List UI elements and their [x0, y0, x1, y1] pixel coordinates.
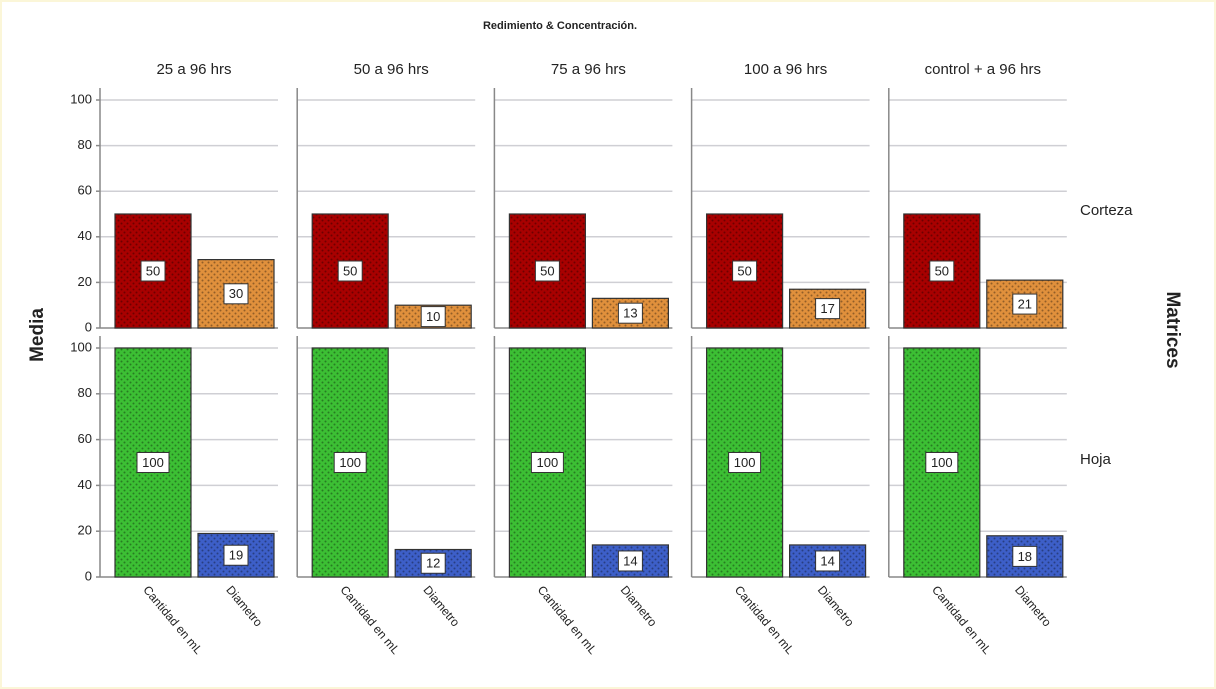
- column-title: 100 a 96 hrs: [744, 61, 827, 78]
- chart-title: Redimiento & Concentración.: [483, 20, 637, 32]
- value-label: 14: [623, 553, 637, 568]
- value-label: 30: [229, 286, 243, 301]
- column-title: 75 a 96 hrs: [551, 61, 626, 78]
- value-label-box: [333, 452, 367, 473]
- value-label-box: [223, 544, 249, 566]
- column-title: 50 a 96 hrs: [354, 61, 429, 78]
- value-label-box: [929, 260, 955, 282]
- value-label: 50: [540, 263, 554, 278]
- column-title: 25 a 96 hrs: [156, 61, 231, 78]
- value-label-box: [136, 452, 170, 473]
- row-label: Corteza: [1080, 202, 1133, 219]
- y-tick-label: 80: [78, 137, 92, 152]
- value-label: 50: [935, 263, 949, 278]
- value-label-box: [420, 552, 446, 574]
- value-label: 21: [1018, 296, 1032, 311]
- y-tick-label: 40: [78, 228, 92, 243]
- value-label-box: [815, 298, 841, 320]
- value-label: 50: [146, 263, 160, 278]
- value-label: 50: [343, 263, 357, 278]
- value-label: 17: [820, 301, 834, 316]
- y-tick-label: 0: [85, 319, 92, 334]
- value-label-box: [420, 306, 446, 328]
- value-label-box: [530, 452, 564, 473]
- value-label: 12: [426, 556, 440, 571]
- y-tick-label: 20: [78, 274, 92, 289]
- y-tick-label: 20: [78, 523, 92, 538]
- value-label: 13: [623, 306, 637, 321]
- value-label: 18: [1018, 549, 1032, 564]
- value-label: 100: [734, 455, 756, 470]
- value-label-box: [925, 452, 959, 473]
- value-label-box: [140, 260, 166, 282]
- value-label: 10: [426, 309, 440, 324]
- value-label: 100: [537, 455, 559, 470]
- value-label: 100: [339, 455, 361, 470]
- value-label-box: [534, 260, 560, 282]
- value-label: 50: [737, 263, 751, 278]
- value-label-box: [1012, 293, 1038, 315]
- y-tick-label: 40: [78, 477, 92, 492]
- value-label-box: [1012, 545, 1038, 567]
- value-label-box: [223, 283, 249, 305]
- value-label-box: [815, 550, 841, 572]
- value-label-box: [732, 260, 758, 282]
- y-tick-label: 100: [70, 339, 92, 354]
- value-label: 19: [229, 548, 243, 563]
- y-tick-label: 100: [70, 91, 92, 106]
- row-label: Hoja: [1080, 451, 1112, 468]
- value-label-box: [617, 302, 643, 324]
- column-title: control + a 96 hrs: [925, 61, 1041, 78]
- value-label-box: [337, 260, 363, 282]
- y-tick-label: 80: [78, 385, 92, 400]
- y-tick-label: 60: [78, 431, 92, 446]
- value-label: 14: [820, 553, 834, 568]
- y-tick-label: 60: [78, 183, 92, 198]
- y-tick-label: 0: [85, 568, 92, 583]
- bar: [986, 535, 1064, 578]
- bar: [508, 213, 586, 329]
- value-label: 100: [931, 455, 953, 470]
- value-label-box: [728, 452, 762, 473]
- row-axis-label: Matrices: [1162, 291, 1183, 368]
- value-label-box: [617, 550, 643, 572]
- y-axis-label: Media: [27, 308, 48, 362]
- value-label: 100: [142, 455, 164, 470]
